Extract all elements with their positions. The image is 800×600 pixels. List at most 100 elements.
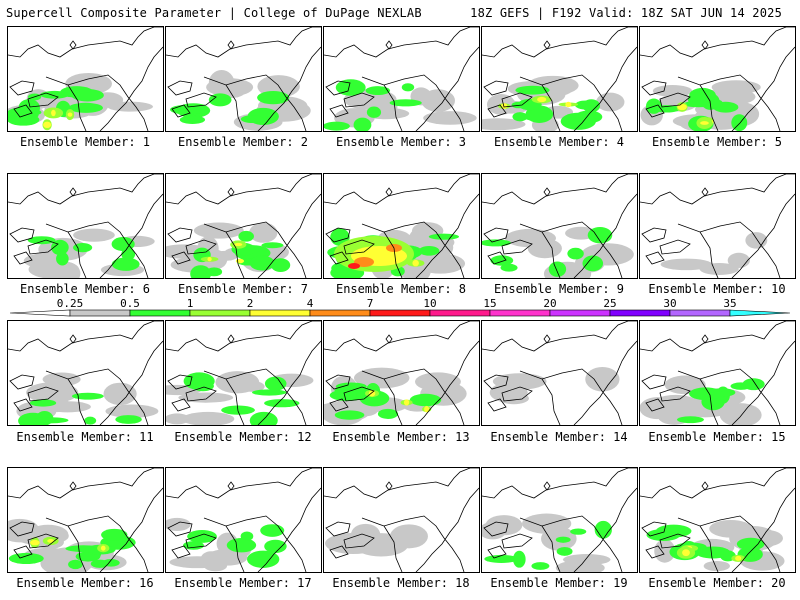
member-caption: Ensemble Member: 12 [174,430,312,444]
member-caption: Ensemble Member: 20 [648,576,786,590]
map-panel-member-19 [481,467,638,573]
map-panel-member-11 [7,320,164,426]
scp-shading [327,222,466,278]
member-caption: Ensemble Member: 17 [174,576,312,590]
map-member-3 [324,27,479,131]
map-outlines [8,174,163,278]
scp-shading [166,371,314,425]
map-outlines [8,321,163,425]
map-member-9 [482,174,637,278]
map-member-18 [324,468,479,572]
member-caption: Ensemble Member: 8 [335,282,467,296]
member-caption: Ensemble Member: 18 [332,576,470,590]
map-outlines [166,468,321,572]
member-caption: Ensemble Member: 9 [493,282,625,296]
colorbar-tick-label: 10 [423,297,437,310]
map-outlines [482,321,637,425]
colorbar-tick-label: 25 [603,297,617,310]
map-member-16 [8,468,163,572]
colorbar-segment [9,309,71,317]
map-member-17 [166,468,321,572]
map-outlines [166,27,321,131]
colorbar-tick-label: 30 [663,297,677,310]
scp-shading [489,366,620,405]
colorbar-tick-label: 2 [246,297,254,310]
map-panel-member-2 [165,26,322,132]
member-caption: Ensemble Member: 4 [493,135,625,149]
map-panel-member-13 [323,320,480,426]
scp-shading [324,79,477,131]
member-caption: Ensemble Member: 6 [19,282,151,296]
scp-shading [325,523,428,557]
map-member-14 [482,321,637,425]
map-outlines [640,27,795,131]
map-member-20 [640,468,795,572]
scp-shading [8,518,136,572]
map-outlines [324,321,479,425]
map-outlines [166,174,321,278]
map-member-5 [640,27,795,131]
title-right: 18Z GEFS | F192 Valid: 18Z SAT JUN 14 20… [470,6,782,20]
colorbar-segment [489,309,551,317]
title-left: Supercell Composite Parameter | College … [6,6,422,20]
map-member-1 [8,27,163,131]
map-member-8 [324,174,479,278]
map-panel-member-5 [639,26,796,132]
scp-shading [166,222,291,278]
colorbar-segment [309,309,371,317]
map-outlines [482,174,637,278]
colorbar-segment [729,309,791,317]
scp-shading [166,517,287,572]
map-member-15 [640,321,795,425]
map-outlines [640,321,795,425]
map-member-12 [166,321,321,425]
map-panel-member-4 [481,26,638,132]
map-outlines [324,27,479,131]
map-panel-member-8 [323,173,480,279]
map-panel-member-7 [165,173,322,279]
map-panel-member-12 [165,320,322,426]
colorbar-segment [369,309,431,317]
colorbar-tick-label: 0.25 [56,297,84,310]
map-outlines [324,174,479,278]
member-caption: Ensemble Member: 16 [16,576,154,590]
colorbar-tick-label: 1 [186,297,194,310]
colorbar-segment [669,309,731,317]
map-panel-member-10 [639,173,796,279]
colorbar-segment [609,309,671,317]
map-panel-member-6 [7,173,164,279]
map-panel-member-1 [7,26,164,132]
colorbar-segment [189,309,251,317]
member-caption: Ensemble Member: 2 [177,135,309,149]
colorbar-segment [129,309,191,317]
map-panel-member-9 [481,173,638,279]
scp-shading [640,375,765,425]
member-caption: Ensemble Member: 10 [648,282,786,296]
map-panel-member-20 [639,467,796,573]
map-panel-member-14 [481,320,638,426]
member-caption: Ensemble Member: 7 [177,282,309,296]
map-member-10 [640,174,795,278]
member-caption: Ensemble Member: 19 [490,576,628,590]
colorbar-tick-label: 0.5 [120,297,140,310]
map-member-6 [8,174,163,278]
map-outlines [8,468,163,572]
colorbar-segment [249,309,311,317]
scp-shading [646,519,785,572]
map-member-2 [166,27,321,131]
member-caption: Ensemble Member: 13 [332,430,470,444]
colorbar [9,309,791,317]
map-member-19 [482,468,637,572]
colorbar-tick-label: 35 [723,297,737,310]
map-outlines [8,27,163,131]
scp-shading [482,513,612,572]
map-member-11 [8,321,163,425]
colorbar-tick-label: 7 [366,297,374,310]
map-panel-member-15 [639,320,796,426]
map-outlines [640,174,795,278]
scp-shading [482,75,625,131]
member-caption: Ensemble Member: 15 [648,430,786,444]
member-caption: Ensemble Member: 3 [335,135,467,149]
map-outlines [482,468,637,572]
colorbar-tick-label: 4 [306,297,314,310]
